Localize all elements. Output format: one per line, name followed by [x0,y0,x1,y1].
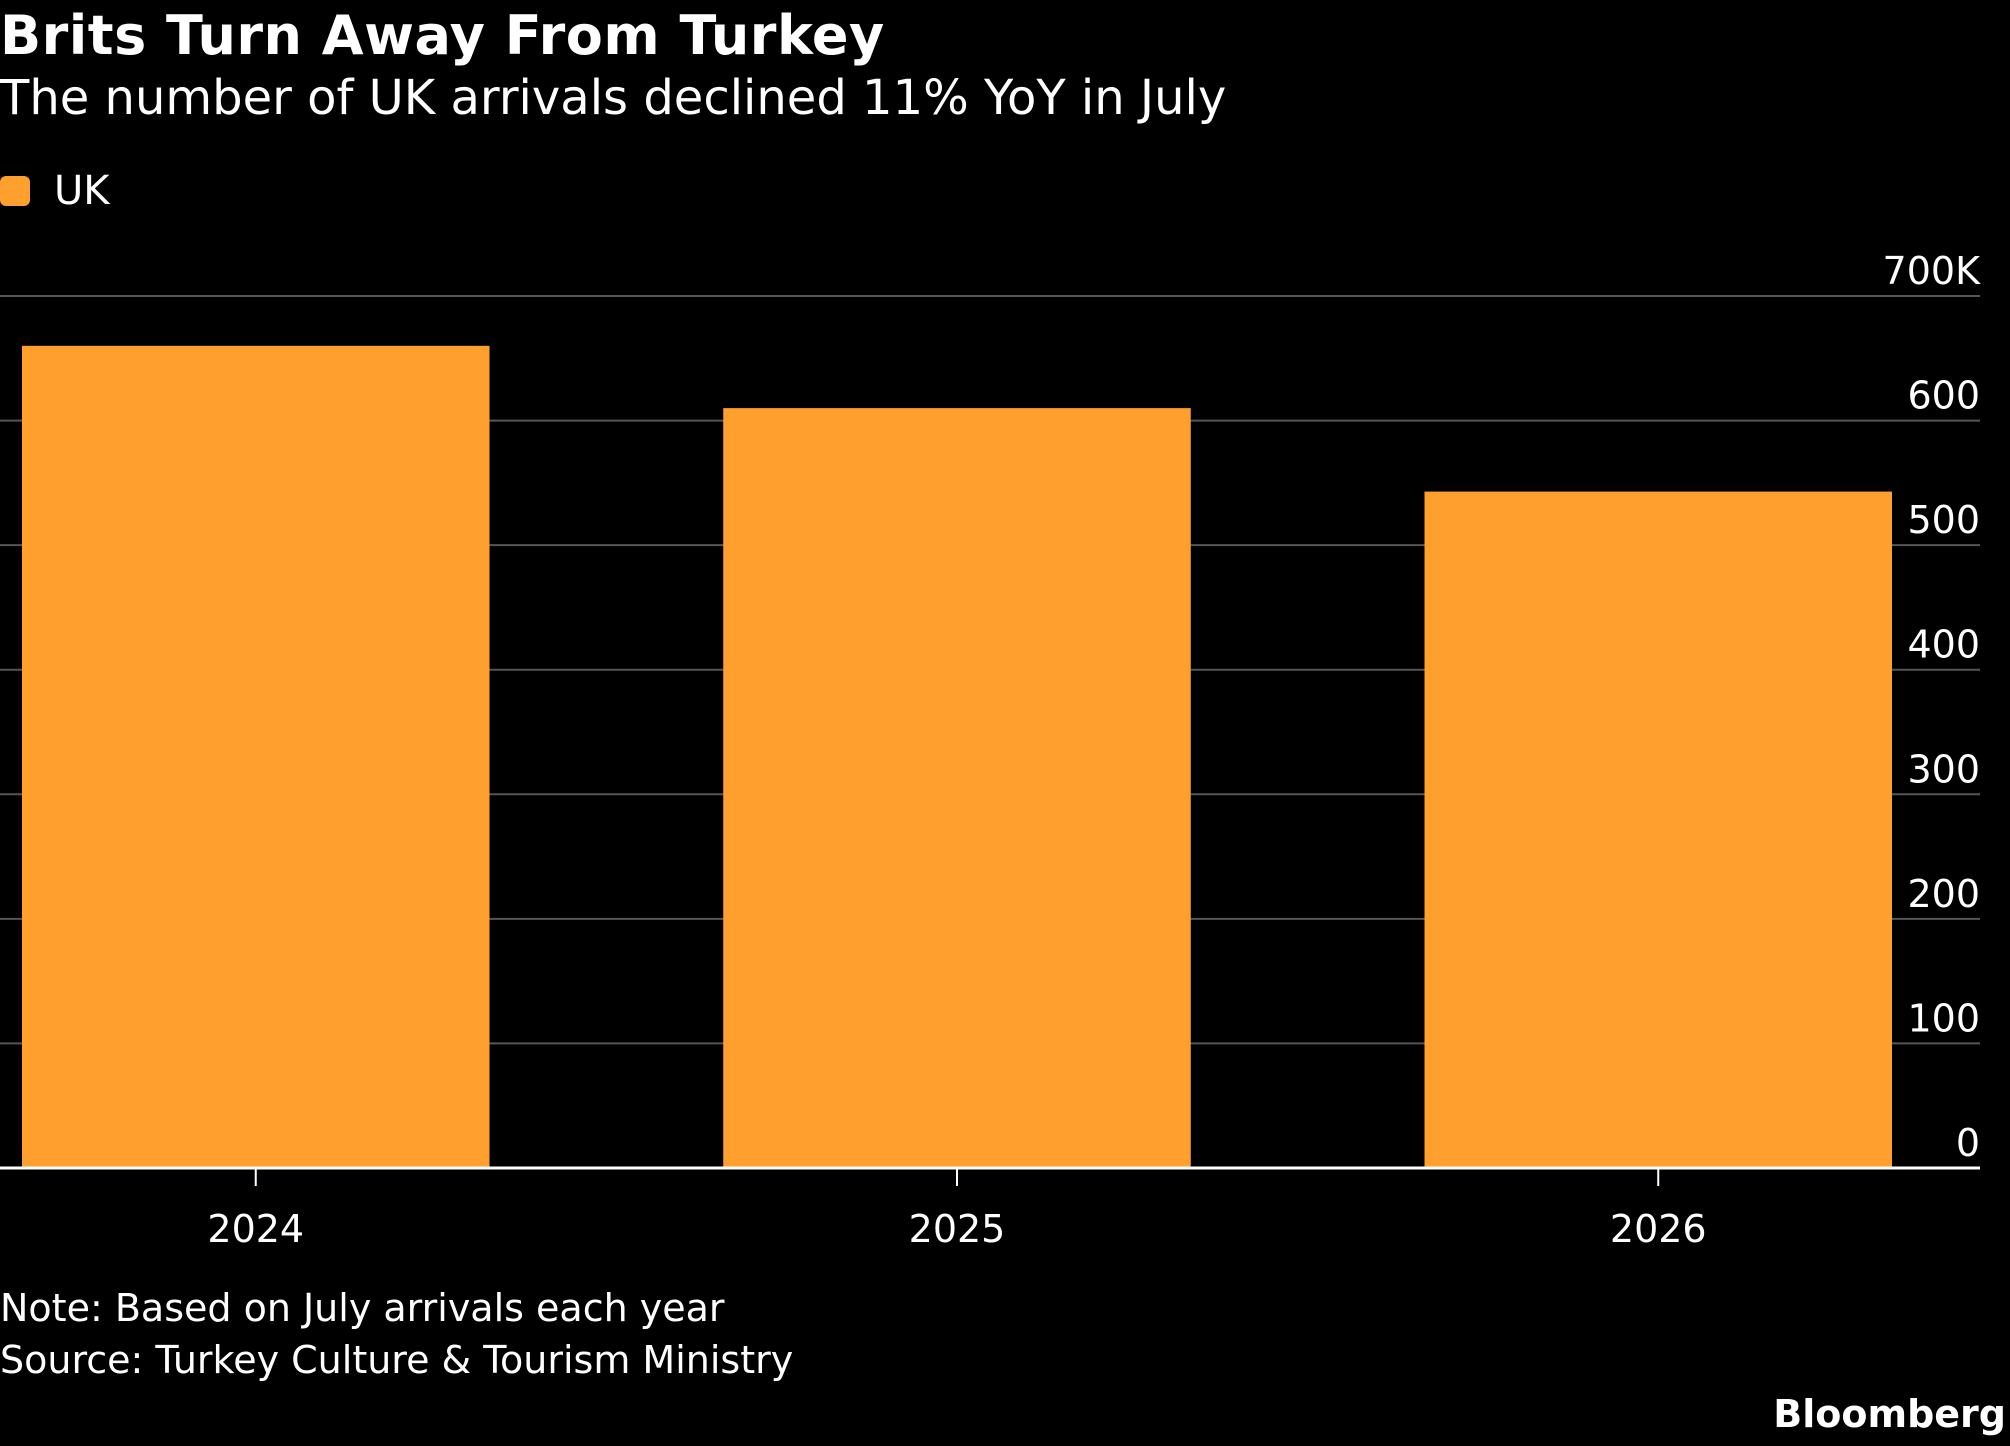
y-tick-label-1: 100 [1907,996,1980,1040]
chart-subtitle: The number of UK arrivals declined 11% Y… [0,70,1227,126]
y-tick-label-4: 400 [1907,623,1980,667]
y-tick-label-6: 600 [1907,374,1980,418]
x-tick-label-2024: 2024 [207,1207,304,1251]
legend-swatch-uk [0,176,30,206]
bloomberg-logo: Bloomberg [1773,1392,2006,1436]
y-tick-label-2: 200 [1907,872,1980,916]
x-tick-label-2025: 2025 [909,1207,1006,1251]
y-tick-label-5: 500 [1907,498,1980,542]
y-tick-label-7: 700K [1883,249,1982,293]
x-tick-label-2026: 2026 [1610,1207,1707,1251]
y-tick-label-3: 300 [1907,747,1980,791]
chart-note: Note: Based on July arrivals each year [0,1286,725,1330]
y-tick-label-0: 0 [1956,1121,1980,1165]
bar-2024 [22,345,490,1168]
legend: UK [0,166,110,216]
chart-title: Brits Turn Away From Turkey [0,4,885,67]
legend-label-uk: UK [54,168,110,214]
bar-2025 [723,408,1191,1169]
bar-2026 [1424,491,1892,1168]
chart-source: Source: Turkey Culture & Tourism Ministr… [0,1338,794,1382]
